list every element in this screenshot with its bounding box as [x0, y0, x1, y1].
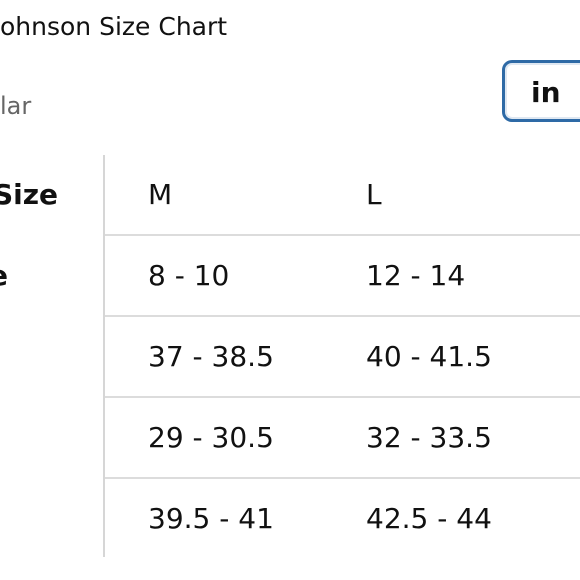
cell: 40 - 41.5: [366, 340, 492, 373]
column-header: L: [366, 178, 382, 211]
cell: 29 - 30.5: [148, 421, 274, 454]
column-header: M: [148, 178, 173, 211]
cell: 8 - 10: [148, 259, 230, 292]
unit-button[interactable]: in: [502, 60, 580, 122]
cell: 42.5 - 44: [366, 502, 492, 535]
row-divider: [105, 234, 580, 236]
row-label: e: [0, 256, 8, 296]
cell: 32 - 33.5: [366, 421, 492, 454]
row-divider: [105, 396, 580, 398]
row-divider: [105, 477, 580, 479]
title: ohnson Size Chart: [0, 12, 228, 41]
column-divider: [103, 155, 105, 557]
row-divider: [105, 315, 580, 317]
row-header: Size: [0, 178, 58, 211]
subtitle: lar: [0, 92, 32, 120]
cell: 39.5 - 41: [148, 502, 274, 535]
cell: 37 - 38.5: [148, 340, 274, 373]
cell: 12 - 14: [366, 259, 466, 292]
